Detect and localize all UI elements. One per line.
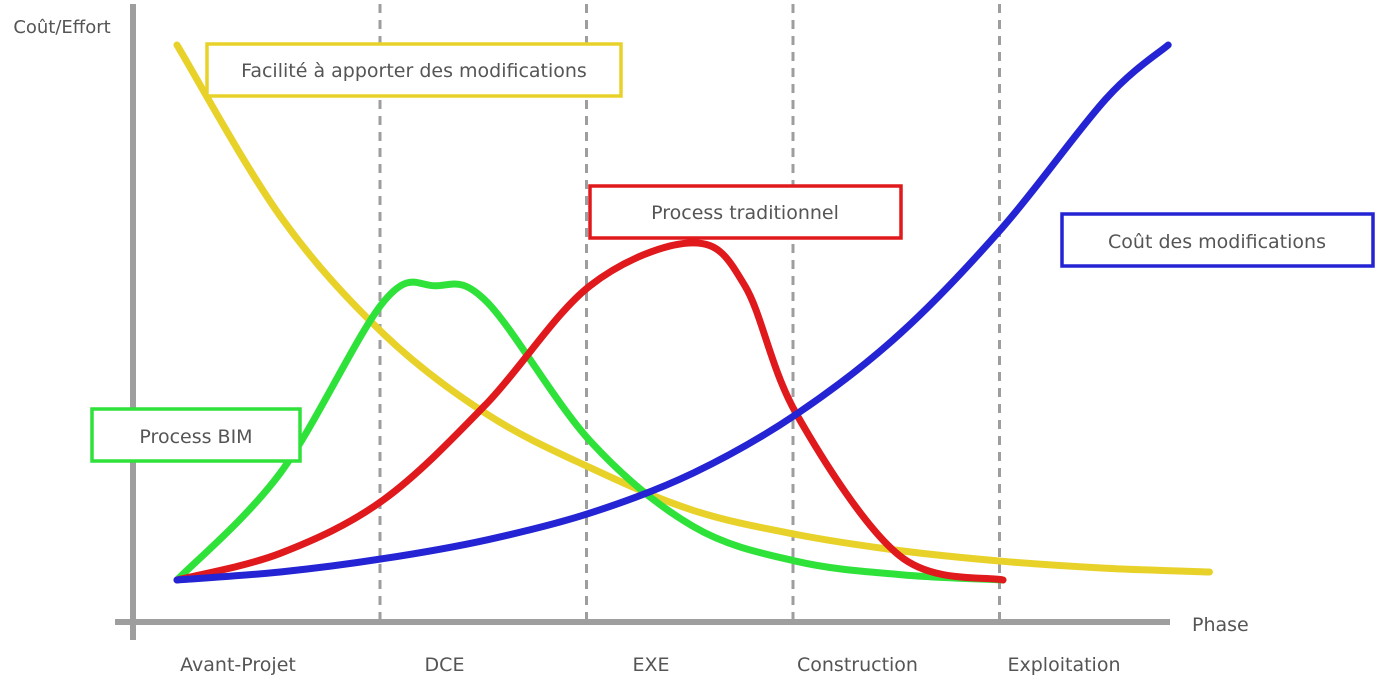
tick-label: Construction	[797, 654, 918, 676]
annotation-label: Process traditionnel	[651, 202, 839, 224]
annotation-boxes: Facilité à apporter des modifications Pro…	[90, 42, 1375, 463]
tick-label: DCE	[425, 654, 465, 676]
curve-traditional-process	[173, 239, 1007, 584]
y-axis-label: Coût/Effort	[13, 17, 110, 38]
annotation-ease-of-modification: Facilité à apporter des modifications	[205, 42, 623, 98]
annotation-label: Process BIM	[139, 426, 252, 448]
annotation-label: Facilité à apporter des modifications	[241, 60, 587, 82]
annotation-traditional-process: Process traditionnel	[588, 184, 903, 240]
x-tick-labels: Avant-Projet DCE EXE Construction Exploitati…	[180, 654, 1120, 676]
annotation-frame	[588, 184, 903, 240]
annotation-label: Coût des modifications	[1108, 231, 1326, 253]
annotation-cost-of-modification: Coût des modifications	[1060, 212, 1375, 268]
annotation-frame	[90, 407, 302, 463]
annotation-frame	[1060, 212, 1375, 268]
tick-label: Exploitation	[1008, 654, 1121, 676]
curve-ease-of-modification	[173, 41, 1213, 576]
series-lines	[173, 41, 1213, 584]
annotation-bim-process: Process BIM	[90, 407, 302, 463]
annotation-frame	[205, 42, 623, 98]
tick-label: EXE	[632, 654, 669, 676]
curve-cost-of-modification	[173, 41, 1172, 584]
tick-label: Avant-Projet	[180, 654, 296, 676]
axes	[115, 4, 1170, 640]
x-axis-label: Phase	[1192, 614, 1249, 636]
curve-bim-process	[173, 278, 1007, 584]
